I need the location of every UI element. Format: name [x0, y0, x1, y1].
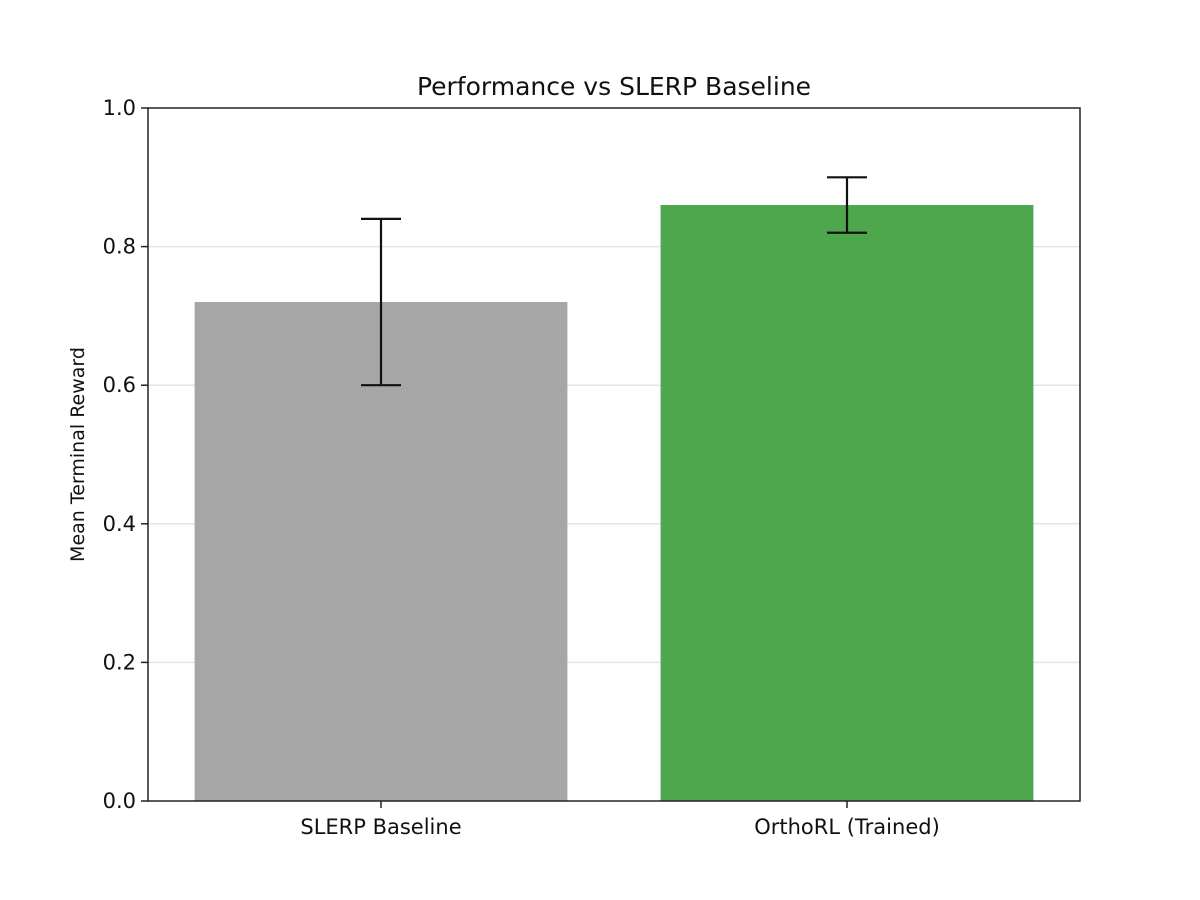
y-tick-label: 1.0 — [103, 96, 136, 120]
plot-frame — [147, 107, 1081, 802]
y-tick-label: 0.8 — [103, 235, 136, 259]
y-tick-label: 0.4 — [103, 512, 136, 536]
x-tick-label: SLERP Baseline — [300, 815, 461, 839]
bar — [660, 205, 1034, 801]
error-bars — [361, 176, 867, 387]
y-tick-label: 0.6 — [103, 373, 136, 397]
y-tick-label: 0.2 — [103, 650, 136, 674]
bars — [194, 205, 1034, 801]
x-axis-ticks: SLERP Baseline OrthoRL (Trained) — [300, 801, 940, 839]
chart-title: Performance vs SLERP Baseline — [417, 72, 811, 101]
x-tick-label: OrthoRL (Trained) — [754, 815, 940, 839]
y-tick-label: 0.0 — [103, 789, 136, 813]
y-axis-ticks: 0.0 0.2 0.4 0.6 0.8 1.0 — [103, 96, 148, 813]
y-axis-title: Mean Terminal Reward — [67, 347, 89, 562]
